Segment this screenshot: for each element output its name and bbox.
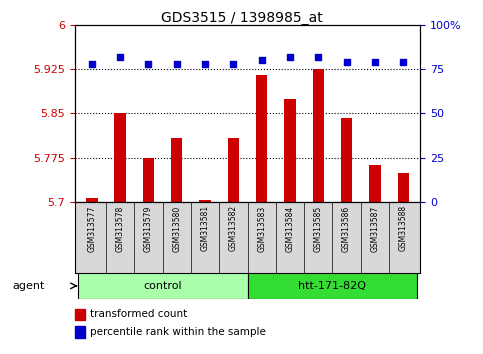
Bar bbox=[143, 158, 154, 202]
Bar bbox=[75, 309, 85, 320]
Text: GSM313584: GSM313584 bbox=[285, 205, 295, 252]
Point bbox=[258, 57, 266, 63]
Text: GSM313580: GSM313580 bbox=[172, 205, 181, 252]
Text: GDS3515 / 1398985_at: GDS3515 / 1398985_at bbox=[161, 11, 322, 25]
Text: transformed count: transformed count bbox=[90, 309, 188, 319]
Point bbox=[399, 59, 407, 65]
Point bbox=[144, 61, 152, 67]
Bar bbox=[341, 118, 352, 202]
Text: GSM313582: GSM313582 bbox=[229, 205, 238, 251]
Text: htt-171-82Q: htt-171-82Q bbox=[298, 281, 367, 291]
Bar bbox=[398, 173, 409, 202]
Bar bbox=[75, 326, 85, 338]
Point bbox=[116, 54, 124, 59]
Point bbox=[371, 59, 379, 65]
Bar bbox=[199, 200, 211, 202]
Text: GSM313583: GSM313583 bbox=[257, 205, 266, 252]
Point bbox=[314, 54, 322, 59]
Bar bbox=[171, 138, 183, 202]
Text: control: control bbox=[143, 281, 182, 291]
Bar bbox=[284, 98, 296, 202]
Text: GSM313585: GSM313585 bbox=[314, 205, 323, 252]
Text: GSM313586: GSM313586 bbox=[342, 205, 351, 252]
Point bbox=[343, 59, 351, 65]
Text: GSM313579: GSM313579 bbox=[144, 205, 153, 252]
Point bbox=[286, 54, 294, 59]
Bar bbox=[78, 273, 248, 299]
Text: GSM313577: GSM313577 bbox=[87, 205, 96, 252]
Bar bbox=[256, 75, 268, 202]
Bar bbox=[369, 165, 381, 202]
Text: GSM313588: GSM313588 bbox=[399, 205, 408, 251]
Bar bbox=[114, 113, 126, 202]
Text: GSM313587: GSM313587 bbox=[370, 205, 380, 252]
Text: GSM313581: GSM313581 bbox=[200, 205, 210, 251]
Bar bbox=[227, 138, 239, 202]
Point bbox=[201, 61, 209, 67]
Point bbox=[88, 61, 96, 67]
Text: GSM313578: GSM313578 bbox=[115, 205, 125, 252]
Point bbox=[229, 61, 237, 67]
Point bbox=[173, 61, 181, 67]
Text: percentile rank within the sample: percentile rank within the sample bbox=[90, 327, 266, 337]
Bar bbox=[313, 69, 324, 202]
Text: agent: agent bbox=[12, 281, 44, 291]
Bar bbox=[248, 273, 417, 299]
Bar bbox=[86, 198, 98, 202]
